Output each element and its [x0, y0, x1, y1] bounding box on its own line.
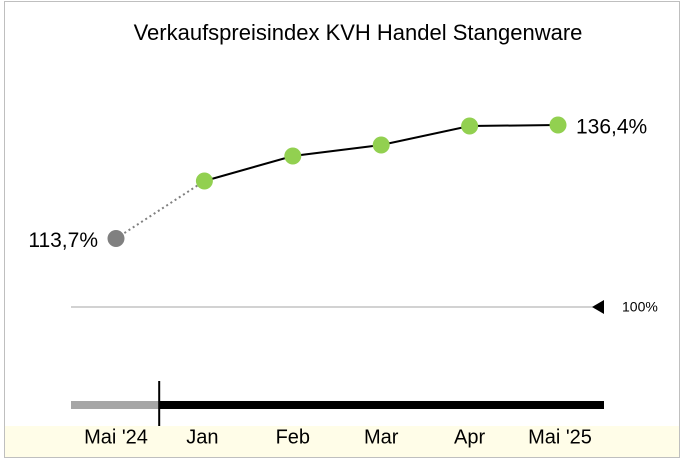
- x-tick-label: Mar: [364, 426, 399, 448]
- timeline-current: [159, 401, 604, 409]
- x-tick-label: Jan: [186, 426, 218, 448]
- frame: [4, 1, 680, 458]
- value-label: 113,7%: [28, 229, 98, 252]
- x-tick-label: Apr: [454, 426, 485, 448]
- x-tick-label: Feb: [276, 426, 310, 448]
- footer-band: [4, 426, 679, 457]
- point: [549, 116, 567, 134]
- value-label: 136,4%: [576, 116, 647, 139]
- x-tick-label: Mai '25: [528, 426, 592, 448]
- chart-title: Verkaufspreisindex KVH Handel Stangenwar…: [134, 20, 583, 45]
- point: [461, 117, 479, 135]
- reference-label: 100%: [622, 299, 658, 315]
- point: [372, 136, 390, 154]
- point: [284, 147, 302, 165]
- reference-arrow: [592, 300, 604, 314]
- timeline-past: [71, 401, 160, 409]
- point: [195, 172, 213, 190]
- point: [107, 230, 125, 247]
- x-tick-label: Mai '24: [84, 426, 148, 448]
